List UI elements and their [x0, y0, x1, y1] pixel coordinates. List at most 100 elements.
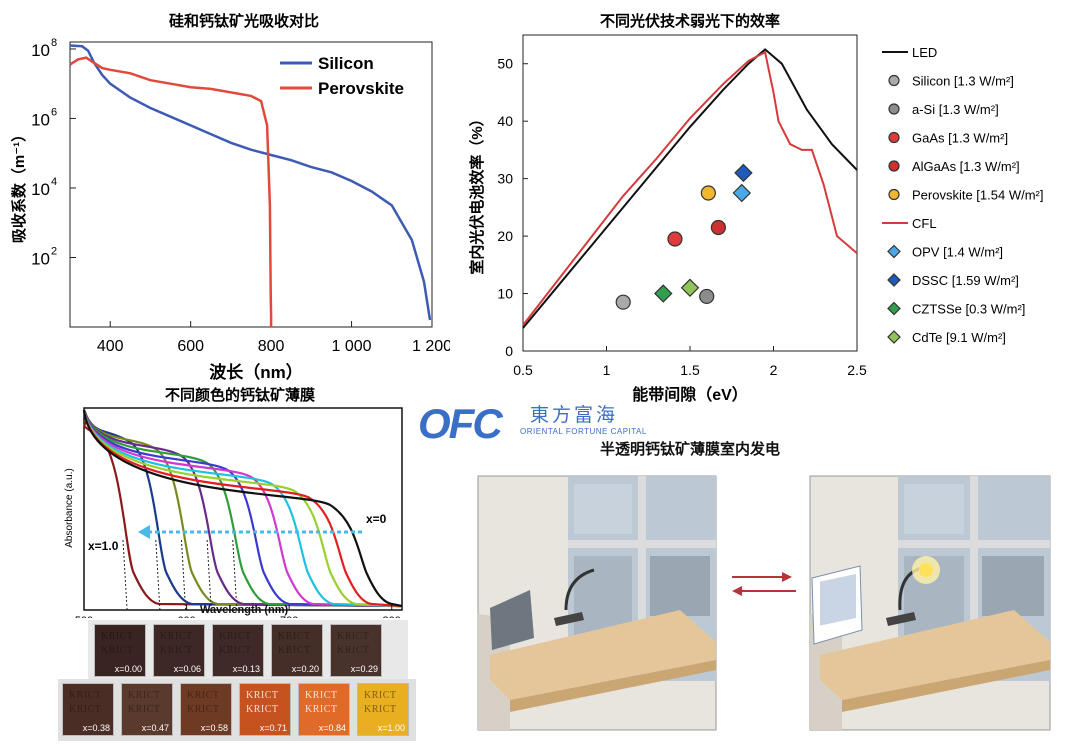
film-swatch: KRICT KRICT x=0.84 [298, 683, 350, 736]
legend-label-cfl: CFL [912, 216, 937, 231]
exchange-arrows [732, 572, 796, 596]
legend-label-cdte: CdTe [9.1 W/m²] [912, 330, 1006, 345]
film-text: KRICT [246, 704, 279, 715]
room-title: 半透明钙钛矿薄膜室内发电 [600, 441, 781, 458]
film-text: KRICT [305, 704, 338, 715]
film-composition-label: x=0.00 [114, 664, 142, 674]
chart2-ylabel: 室内光伏电池效率（%） [468, 111, 486, 274]
film-text: KRICT [187, 704, 220, 715]
series-line-led [522, 48, 858, 329]
film-text: KRICT [69, 704, 102, 715]
film-swatch: KRICT KRICT x=0.06 [153, 624, 205, 677]
legend-label-dssc: DSSC [1.59 W/m²] [912, 273, 1019, 288]
annotation-x1: x=1.0 [88, 539, 119, 553]
film-composition-label: x=0.47 [141, 723, 169, 733]
film-composition-label: x=1.00 [377, 723, 405, 733]
chart3-series [82, 409, 403, 611]
marker-dssc [734, 163, 753, 183]
absorbance-curve [82, 409, 403, 608]
legend-perovskite-label: Perovskite [318, 79, 404, 98]
chart1-series [69, 44, 432, 327]
legend-marker-dssc [887, 273, 901, 287]
y-tick-exponent: 8 [51, 37, 57, 49]
room-right [809, 475, 1051, 731]
chart2-title: 不同光伏技术弱光下的效率 [600, 12, 780, 30]
film-swatch: KRICT KRICT x=0.00 [94, 624, 146, 677]
absorbance-curve [82, 409, 403, 608]
chart2-markers [615, 163, 753, 310]
film-text: KRICT [364, 704, 397, 715]
marker-opv [732, 183, 752, 203]
efficiency-chart-canvas: 不同光伏技术弱光下的效率 0.5 1 1.5 2 2.5 0 10 20 30 40 50 LED… [468, 12, 1043, 404]
legend-label-led: LED [912, 45, 937, 60]
absorbance-chart: 不同颜色的钙钛矿薄膜 500 600 700 800 x=0 x=1.0 Absorb… [64, 386, 403, 618]
edge-guide [122, 539, 128, 611]
logo-letters: OFC [418, 400, 503, 447]
chart1-x-ticks: 400 600 800 1 000 1 200 [97, 321, 450, 355]
legend-marker-gaas [888, 131, 900, 144]
x-tick-label: 2 [770, 362, 778, 378]
film-swatch: KRICT KRICT x=0.58 [180, 683, 232, 736]
absorbance-curve [83, 409, 403, 608]
edge-guide [155, 539, 161, 611]
film-composition-label: x=0.13 [232, 664, 260, 674]
legend-label-silicon: Silicon [1.3 W/m²] [912, 74, 1014, 89]
film-text: KRICT [128, 690, 161, 701]
chart2-plot-frame [522, 34, 858, 352]
y-tick-label: 30 [497, 171, 513, 187]
film-swatch: KRICT KRICT x=0.13 [212, 624, 264, 677]
x-tick-label: 1 000 [332, 338, 372, 355]
legend-label-gaas: GaAs [1.3 W/m²] [912, 131, 1008, 146]
chart2-y-ticks: 0 10 20 30 40 50 [497, 56, 528, 359]
film-text: KRICT [69, 690, 102, 701]
marker-a-si [699, 288, 715, 305]
chart3-ylabel: Absorbance (a.u.) [64, 468, 75, 548]
absorbance-curve [82, 409, 403, 608]
film-text: KRICT [305, 690, 338, 701]
x-tick-label: 800 [258, 338, 285, 355]
chart3-x-ticks: 500 600 700 800 [75, 605, 401, 618]
film-composition-label: x=0.84 [318, 723, 346, 733]
film-swatch: KRICT KRICT x=1.00 [357, 683, 409, 736]
x-tick-label: 600 [177, 338, 204, 355]
legend-marker-algaas [888, 160, 900, 172]
legend-marker-cdte [887, 330, 901, 344]
film-composition-label: x=0.20 [291, 664, 319, 674]
chart3-title: 不同颜色的钙钛矿薄膜 [165, 386, 315, 404]
film-text: KRICT [128, 704, 161, 715]
chart2-series [522, 48, 858, 329]
chart2-legend: LED Silicon [1.3 W/m²] a-Si [1.3 W/m²] GaAs… [882, 45, 1043, 345]
chart3-plot-frame [83, 407, 403, 611]
film-text: KRICT [219, 631, 252, 642]
film-composition-label: x=0.58 [200, 723, 228, 733]
y-tick-label: 10 [497, 286, 513, 302]
room-illustration [477, 475, 1051, 731]
x-tick-label: 400 [97, 338, 124, 355]
annotation-x0: x=0 [366, 512, 387, 526]
y-tick-exponent: 2 [51, 245, 57, 257]
absorbance-curve [82, 409, 403, 608]
film-swatch: KRICT KRICT x=0.29 [330, 624, 382, 677]
y-tick-label: 0 [505, 343, 513, 359]
film-composition-label: x=0.38 [82, 723, 110, 733]
chart1-title: 硅和钙钛矿光吸收对比 [169, 12, 319, 30]
marker-cdte [680, 278, 700, 298]
y-tick-label: 20 [497, 228, 513, 244]
chart2-xlabel: 能带间隙（eV） [632, 385, 748, 404]
y-tick-exponent: 4 [51, 176, 57, 188]
x-tick-label: 500 [75, 615, 93, 618]
film-text: KRICT [364, 690, 397, 701]
x-tick-label: 2.5 [847, 362, 867, 378]
chart1-ylabel: 吸收系数（m⁻¹） [10, 127, 28, 243]
chart2-x-ticks: 0.5 1 1.5 2 2.5 [513, 346, 867, 378]
absorbance-curve [82, 409, 403, 608]
series-line-cfl [522, 50, 858, 326]
film-composition-label: x=0.29 [350, 664, 378, 674]
marker-cztsse [654, 284, 673, 303]
x-tick-label: 1 200 [412, 338, 450, 355]
film-text: KRICT [337, 631, 370, 642]
marker-silicon [615, 294, 631, 310]
film-text: KRICT [160, 645, 193, 656]
x-tick-label: 1 [603, 362, 611, 378]
